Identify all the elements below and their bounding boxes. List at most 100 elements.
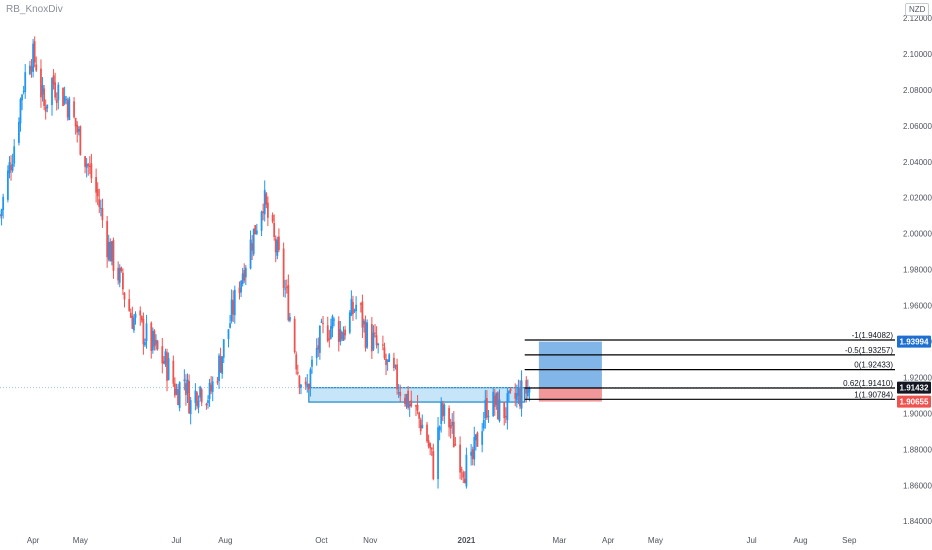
candle-body — [199, 386, 202, 398]
candle — [153, 329, 156, 351]
candle — [451, 413, 454, 434]
candle-body — [0, 209, 3, 216]
currency-badge[interactable]: NZD — [905, 3, 930, 16]
candle — [254, 224, 257, 235]
candle — [298, 375, 301, 395]
candle-body — [229, 323, 231, 328]
candle — [370, 317, 373, 359]
candle-body — [421, 424, 424, 429]
time-axis[interactable]: Apr May Jul Aug Oct Nov 2021 Mar Apr May Jul Aug Sep — [27, 536, 857, 545]
candle — [271, 212, 274, 224]
candle-body — [359, 303, 362, 305]
candle — [399, 384, 402, 402]
candle — [207, 395, 209, 409]
candle — [252, 228, 255, 257]
candle — [210, 376, 213, 395]
candle — [520, 370, 523, 417]
price-badges: 1.93994 1.91432 1.90655 — [897, 335, 931, 408]
candle-body — [503, 401, 506, 419]
candle-body — [161, 346, 164, 364]
candle — [353, 308, 356, 313]
candle-body — [79, 126, 82, 155]
candle-body — [293, 318, 296, 352]
price-axis[interactable]: 2.12000 2.10000 2.08000 2.06000 2.04000 2.020… — [903, 14, 932, 526]
candle — [155, 334, 157, 351]
candle — [51, 77, 53, 116]
candle-body — [109, 241, 112, 262]
candle — [122, 268, 124, 295]
candle-body — [8, 162, 11, 174]
candle — [178, 381, 181, 412]
y-tick-label: 2.00000 — [903, 230, 932, 239]
candle-body — [284, 288, 287, 290]
candle — [144, 338, 146, 348]
candle-body — [95, 177, 98, 193]
candle — [465, 447, 468, 489]
candle-body — [265, 193, 268, 205]
candle-body — [219, 355, 222, 373]
candle — [218, 353, 220, 389]
candle-body — [85, 163, 88, 168]
x-tick-label: Aug — [793, 536, 807, 545]
candle — [452, 411, 455, 448]
candle — [46, 104, 49, 113]
candle-body — [122, 272, 124, 290]
y-tick-label: 1.98000 — [903, 266, 932, 275]
candle-body — [96, 189, 99, 197]
candle-body — [492, 391, 495, 417]
y-tick-label: 1.84000 — [903, 517, 932, 526]
x-tick-label: Nov — [363, 536, 377, 545]
candle-body — [296, 372, 299, 374]
candle-body — [304, 381, 307, 385]
candle — [481, 423, 484, 453]
candle-body — [429, 443, 432, 449]
price-badge-bg — [897, 381, 931, 394]
candle-body — [22, 91, 25, 93]
candle-body — [99, 207, 102, 209]
candle — [293, 316, 296, 354]
candle-body — [218, 355, 220, 382]
candle — [341, 330, 343, 342]
candle — [162, 356, 165, 365]
candle-body — [233, 289, 236, 316]
candle-body — [329, 325, 332, 339]
candle — [219, 347, 222, 374]
x-tick-label: May — [73, 536, 88, 545]
candle — [394, 364, 397, 370]
candle-body — [528, 388, 531, 393]
candle — [74, 117, 77, 135]
candle-body — [43, 88, 46, 107]
candle — [388, 353, 391, 363]
candle — [485, 390, 488, 420]
candle — [265, 191, 268, 209]
y-tick-label: 2.12000 — [903, 14, 932, 23]
candle-body — [372, 332, 375, 350]
candle-body — [262, 211, 265, 213]
candle — [185, 374, 187, 406]
candle-body — [35, 64, 38, 71]
candle-body — [254, 225, 257, 235]
candle — [462, 470, 465, 484]
candle-body — [396, 364, 398, 390]
candle — [73, 97, 75, 119]
candle-body — [164, 351, 167, 365]
candle-body — [222, 339, 225, 358]
candle — [197, 395, 200, 414]
candle-body — [485, 398, 488, 418]
candle-body — [498, 399, 501, 421]
candle-body — [128, 299, 131, 311]
candle — [128, 289, 131, 312]
stop-box — [538, 387, 602, 402]
candle — [326, 316, 329, 343]
candle — [426, 421, 428, 443]
candle-body — [487, 415, 490, 418]
x-tick-label: May — [648, 536, 663, 545]
indicator-name[interactable]: RB_KnoxDiv — [6, 4, 63, 15]
candle-body — [426, 424, 428, 442]
candle — [98, 188, 101, 214]
price-badge-label: 1.91432 — [900, 384, 929, 393]
candle-body — [386, 359, 389, 362]
candle-body — [508, 390, 510, 394]
candle-body — [221, 356, 224, 374]
